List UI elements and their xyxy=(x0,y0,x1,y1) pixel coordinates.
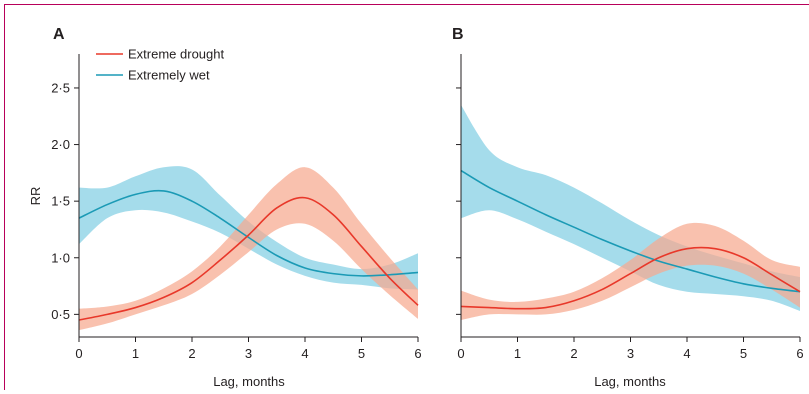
panel-b-x-axis-label: Lag, months xyxy=(594,374,666,389)
panel-b-x-tick-label-1: 1 xyxy=(514,346,521,361)
panel-a: 0 1 2 3 4 5 60·51·01·52·02·5 A Lag, months RR … xyxy=(28,26,422,389)
panel-b-x-tick-label-2: 2 xyxy=(570,346,577,361)
panel-b-label: B xyxy=(452,26,464,43)
panel-a-x-tick-label-6: 6 xyxy=(414,346,421,361)
panel-b-x-tick-label-5: 5 xyxy=(740,346,747,361)
panel-a-y-tick-label-1: 1·0 xyxy=(51,250,70,265)
panel-a-x-tick-label-2: 2 xyxy=(188,346,195,361)
panel-a-ticks: 0 1 2 3 4 5 6 0·5 1·0 1·5 2·0 2·5 xyxy=(51,80,421,361)
panel-a-line-extreme-drought xyxy=(78,196,419,321)
frame-top-rule xyxy=(4,4,809,5)
panel-b-x-tick-label-0: 0 xyxy=(457,346,464,361)
legend-label-extremely-wet: Extremely wet xyxy=(128,68,210,83)
panel-b: 0 1 2 3 4 5 6 B Lag, months xyxy=(452,26,804,389)
panel-a-x-tick-label-4: 4 xyxy=(301,346,308,361)
legend: Extreme drought Extremely wet xyxy=(96,47,224,83)
panel-a-line-extremely-wet xyxy=(78,189,419,277)
panel-a-lines xyxy=(78,189,419,321)
panel-b-line-extremely-wet xyxy=(460,169,801,293)
legend-label-extreme-drought: Extreme drought xyxy=(128,47,224,62)
panel-b-band-extreme-drought xyxy=(461,222,800,321)
panel-b-x-tick-label-4: 4 xyxy=(683,346,690,361)
panel-b-x-tick-label-6: 6 xyxy=(796,346,803,361)
panel-a-x-tick-label-0: 0 xyxy=(75,346,82,361)
panel-a-label: A xyxy=(53,26,65,43)
panel-a-x-tick-label-1: 1 xyxy=(132,346,139,361)
panel-a-band-extreme-drought xyxy=(79,167,418,331)
panel-a-x-axis-label: Lag, months xyxy=(213,374,285,389)
panel-a-y-axis-label: RR xyxy=(28,187,43,206)
panel-a-x-tick-label-3: 3 xyxy=(245,346,252,361)
panel-a-x-tick-label-5: 5 xyxy=(358,346,365,361)
panel-b-line-extreme-drought xyxy=(460,246,801,310)
panel-b-lines xyxy=(460,169,801,310)
panel-a-y-tick-label-1-5: 1·5 xyxy=(51,194,70,209)
panel-a-y-tick-label-2: 2·0 xyxy=(51,137,70,152)
panel-a-y-tick-label-0-5: 0·5 xyxy=(51,307,70,322)
frame-left-rule xyxy=(4,4,5,390)
panel-b-x-tick-label-3: 3 xyxy=(627,346,634,361)
panel-b-ticks: 0 1 2 3 4 5 6 xyxy=(456,87,804,361)
panel-a-y-tick-label-2-5: 2·5 xyxy=(51,80,70,95)
panel-b-bands xyxy=(461,104,800,321)
panel-a-bands xyxy=(79,166,418,331)
